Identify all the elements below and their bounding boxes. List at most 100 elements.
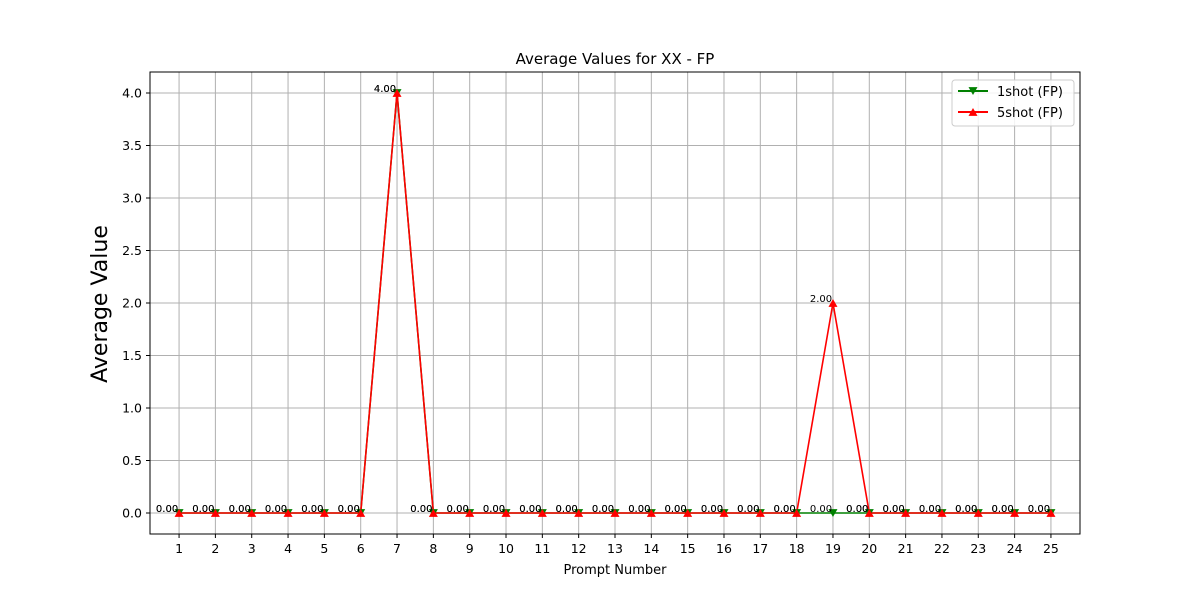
y-tick-label: 3.5 [122,138,142,153]
y-tick-label: 2.5 [122,243,142,258]
data-label: 0.00 [592,504,614,515]
series-marker-1 [247,508,257,517]
series-marker-1 [610,508,620,517]
y-tick-label: 1.0 [122,401,142,416]
series-marker-1 [864,508,874,517]
x-tick-label: 10 [498,541,514,556]
series-marker-1 [537,508,547,517]
series-marker-1 [646,508,656,517]
data-label: 0.00 [846,504,868,515]
series-marker-1 [465,508,475,517]
data-label: 0.00 [882,504,904,515]
x-tick-label: 25 [1043,541,1059,556]
series-marker-1 [937,508,947,517]
data-label: 0.00 [483,504,505,515]
data-label: 0.00 [665,504,687,515]
data-label: 0.00 [265,504,287,515]
y-tick-label: 3.0 [122,191,142,206]
data-label: 0.00 [774,504,796,515]
data-label: 0.00 [955,504,977,515]
series-marker-1 [719,508,729,517]
data-label: 4.00 [374,84,396,95]
data-label: 0.00 [192,504,214,515]
x-tick-label: 16 [716,541,732,556]
chart-title: Average Values for XX - FP [516,50,715,68]
data-label: 0.00 [955,504,977,515]
data-label: 0.00 [774,504,796,515]
x-axis-ticks: 1 2 3 4 5 6 7 8 9 10 11 12 13 14 15 16 17 18 19 20 21 22 23 24 2… [175,534,1059,556]
x-tick-label: 18 [789,541,805,556]
data-label: 0.00 [301,504,323,515]
x-tick-label: 11 [534,541,550,556]
x-tick-label: 15 [680,541,696,556]
series-markers [174,88,1056,518]
data-label: 0.00 [628,504,650,515]
data-label: 0.00 [301,504,323,515]
data-label: 0.00 [628,504,650,515]
data-label: 0.00 [919,504,941,515]
data-label: 0.00 [156,504,178,515]
series-marker-0 [828,509,838,518]
series-marker-1 [792,508,802,517]
series-marker-1 [356,508,366,517]
data-label: 0.00 [991,504,1013,515]
data-label: 0.00 [519,504,541,515]
x-tick-label: 22 [934,541,950,556]
series-marker-1 [319,508,329,517]
legend: 1shot (FP) 5shot (FP) [951,79,1075,127]
data-label: 0.00 [1028,504,1050,515]
x-axis-label: Prompt Number [564,563,668,578]
y-tick-label: 1.5 [122,348,142,363]
data-label: 0.00 [229,504,251,515]
x-tick-label: 12 [571,541,587,556]
data-label: 0.00 [737,504,759,515]
data-label: 0.00 [991,504,1013,515]
series-marker-1 [392,88,402,97]
legend-marker-5shot [968,107,978,116]
series-marker-1 [574,508,584,517]
series-marker-1 [210,508,220,517]
data-label: 0.00 [701,504,723,515]
y-tick-label: 0.0 [122,506,142,521]
data-label: 0.00 [919,504,941,515]
x-tick-label: 20 [861,541,877,556]
x-tick-label: 1 [175,541,183,556]
data-label: 0.00 [338,504,360,515]
x-tick-label: 24 [1007,541,1023,556]
data-label: 0.00 [156,504,178,515]
data-label: 0.00 [519,504,541,515]
x-tick-label: 21 [898,541,914,556]
x-tick-label: 19 [825,541,841,556]
data-label: 0.00 [556,504,578,515]
series-marker-1 [283,508,293,517]
data-label: 0.00 [483,504,505,515]
y-tick-label: 0.5 [122,453,142,468]
y-tick-label: 2.0 [122,296,142,311]
x-tick-label: 6 [357,541,365,556]
x-tick-label: 5 [320,541,328,556]
series-marker-1 [428,508,438,517]
y-axis-label: Average Value [88,225,113,383]
data-label: 0.00 [229,504,251,515]
x-tick-label: 23 [970,541,986,556]
series-marker-1 [1046,508,1056,517]
data-label: 0.00 [882,504,904,515]
data-label: 0.00 [810,504,832,515]
series-marker-1 [501,508,511,517]
data-label: 0.00 [592,504,614,515]
y-tick-label: 4.0 [122,86,142,101]
x-tick-label: 13 [607,541,623,556]
series-marker-1 [828,298,838,307]
x-tick-label: 17 [752,541,768,556]
data-label: 0.00 [1028,504,1050,515]
x-tick-label: 4 [284,541,292,556]
series-marker-1 [755,508,765,517]
x-tick-label: 9 [466,541,474,556]
data-label: 0.00 [265,504,287,515]
series-marker-1 [901,508,911,517]
series-marker-1 [174,508,184,517]
data-labels: 0.00 0.00 0.00 0.00 0.00 0.00 4.00 0.00 0.00 0.00… [156,84,1050,515]
x-tick-label: 3 [248,541,256,556]
x-tick-label: 14 [643,541,659,556]
